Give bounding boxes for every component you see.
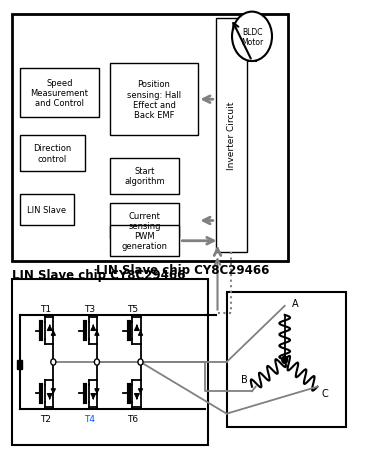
Bar <box>111 158 179 194</box>
Text: T3: T3 <box>84 304 95 313</box>
Circle shape <box>138 359 143 365</box>
Bar <box>19 194 74 226</box>
Bar <box>12 279 208 445</box>
Text: Current
sensing: Current sensing <box>128 212 161 231</box>
Text: A: A <box>292 298 299 308</box>
Text: BLDC
Motor: BLDC Motor <box>241 28 263 47</box>
Bar <box>16 360 22 369</box>
Bar <box>227 293 347 427</box>
Circle shape <box>232 13 272 62</box>
Text: T6: T6 <box>127 414 139 423</box>
Bar <box>111 64 198 136</box>
Text: LIN Slave: LIN Slave <box>27 205 66 214</box>
Text: B: B <box>241 374 248 384</box>
Bar <box>216 19 247 253</box>
Bar <box>111 226 179 257</box>
Text: T5: T5 <box>127 304 139 313</box>
Circle shape <box>51 359 56 365</box>
Text: LIN Slave chip CY8C29466: LIN Slave chip CY8C29466 <box>12 268 186 281</box>
Text: Speed
Measurement
and Control: Speed Measurement and Control <box>30 78 89 108</box>
Bar <box>19 69 100 118</box>
Text: T2: T2 <box>40 414 51 423</box>
Text: Start
algorithm: Start algorithm <box>124 166 165 186</box>
Text: C: C <box>321 388 328 398</box>
Text: Inverter Circuit: Inverter Circuit <box>227 102 236 170</box>
Text: Position
sensing: Hall
Effect and
Back EMF: Position sensing: Hall Effect and Back E… <box>127 80 181 120</box>
Bar <box>19 136 85 172</box>
Text: T1: T1 <box>40 304 51 313</box>
Text: LIN Slave chip CY8C29466: LIN Slave chip CY8C29466 <box>96 263 270 276</box>
Text: T4: T4 <box>84 414 95 423</box>
Text: PWM
generation: PWM generation <box>122 231 168 251</box>
Text: Direction
control: Direction control <box>33 144 71 163</box>
Bar <box>12 15 288 262</box>
Circle shape <box>282 356 288 364</box>
Bar <box>111 203 179 239</box>
Circle shape <box>94 359 100 365</box>
